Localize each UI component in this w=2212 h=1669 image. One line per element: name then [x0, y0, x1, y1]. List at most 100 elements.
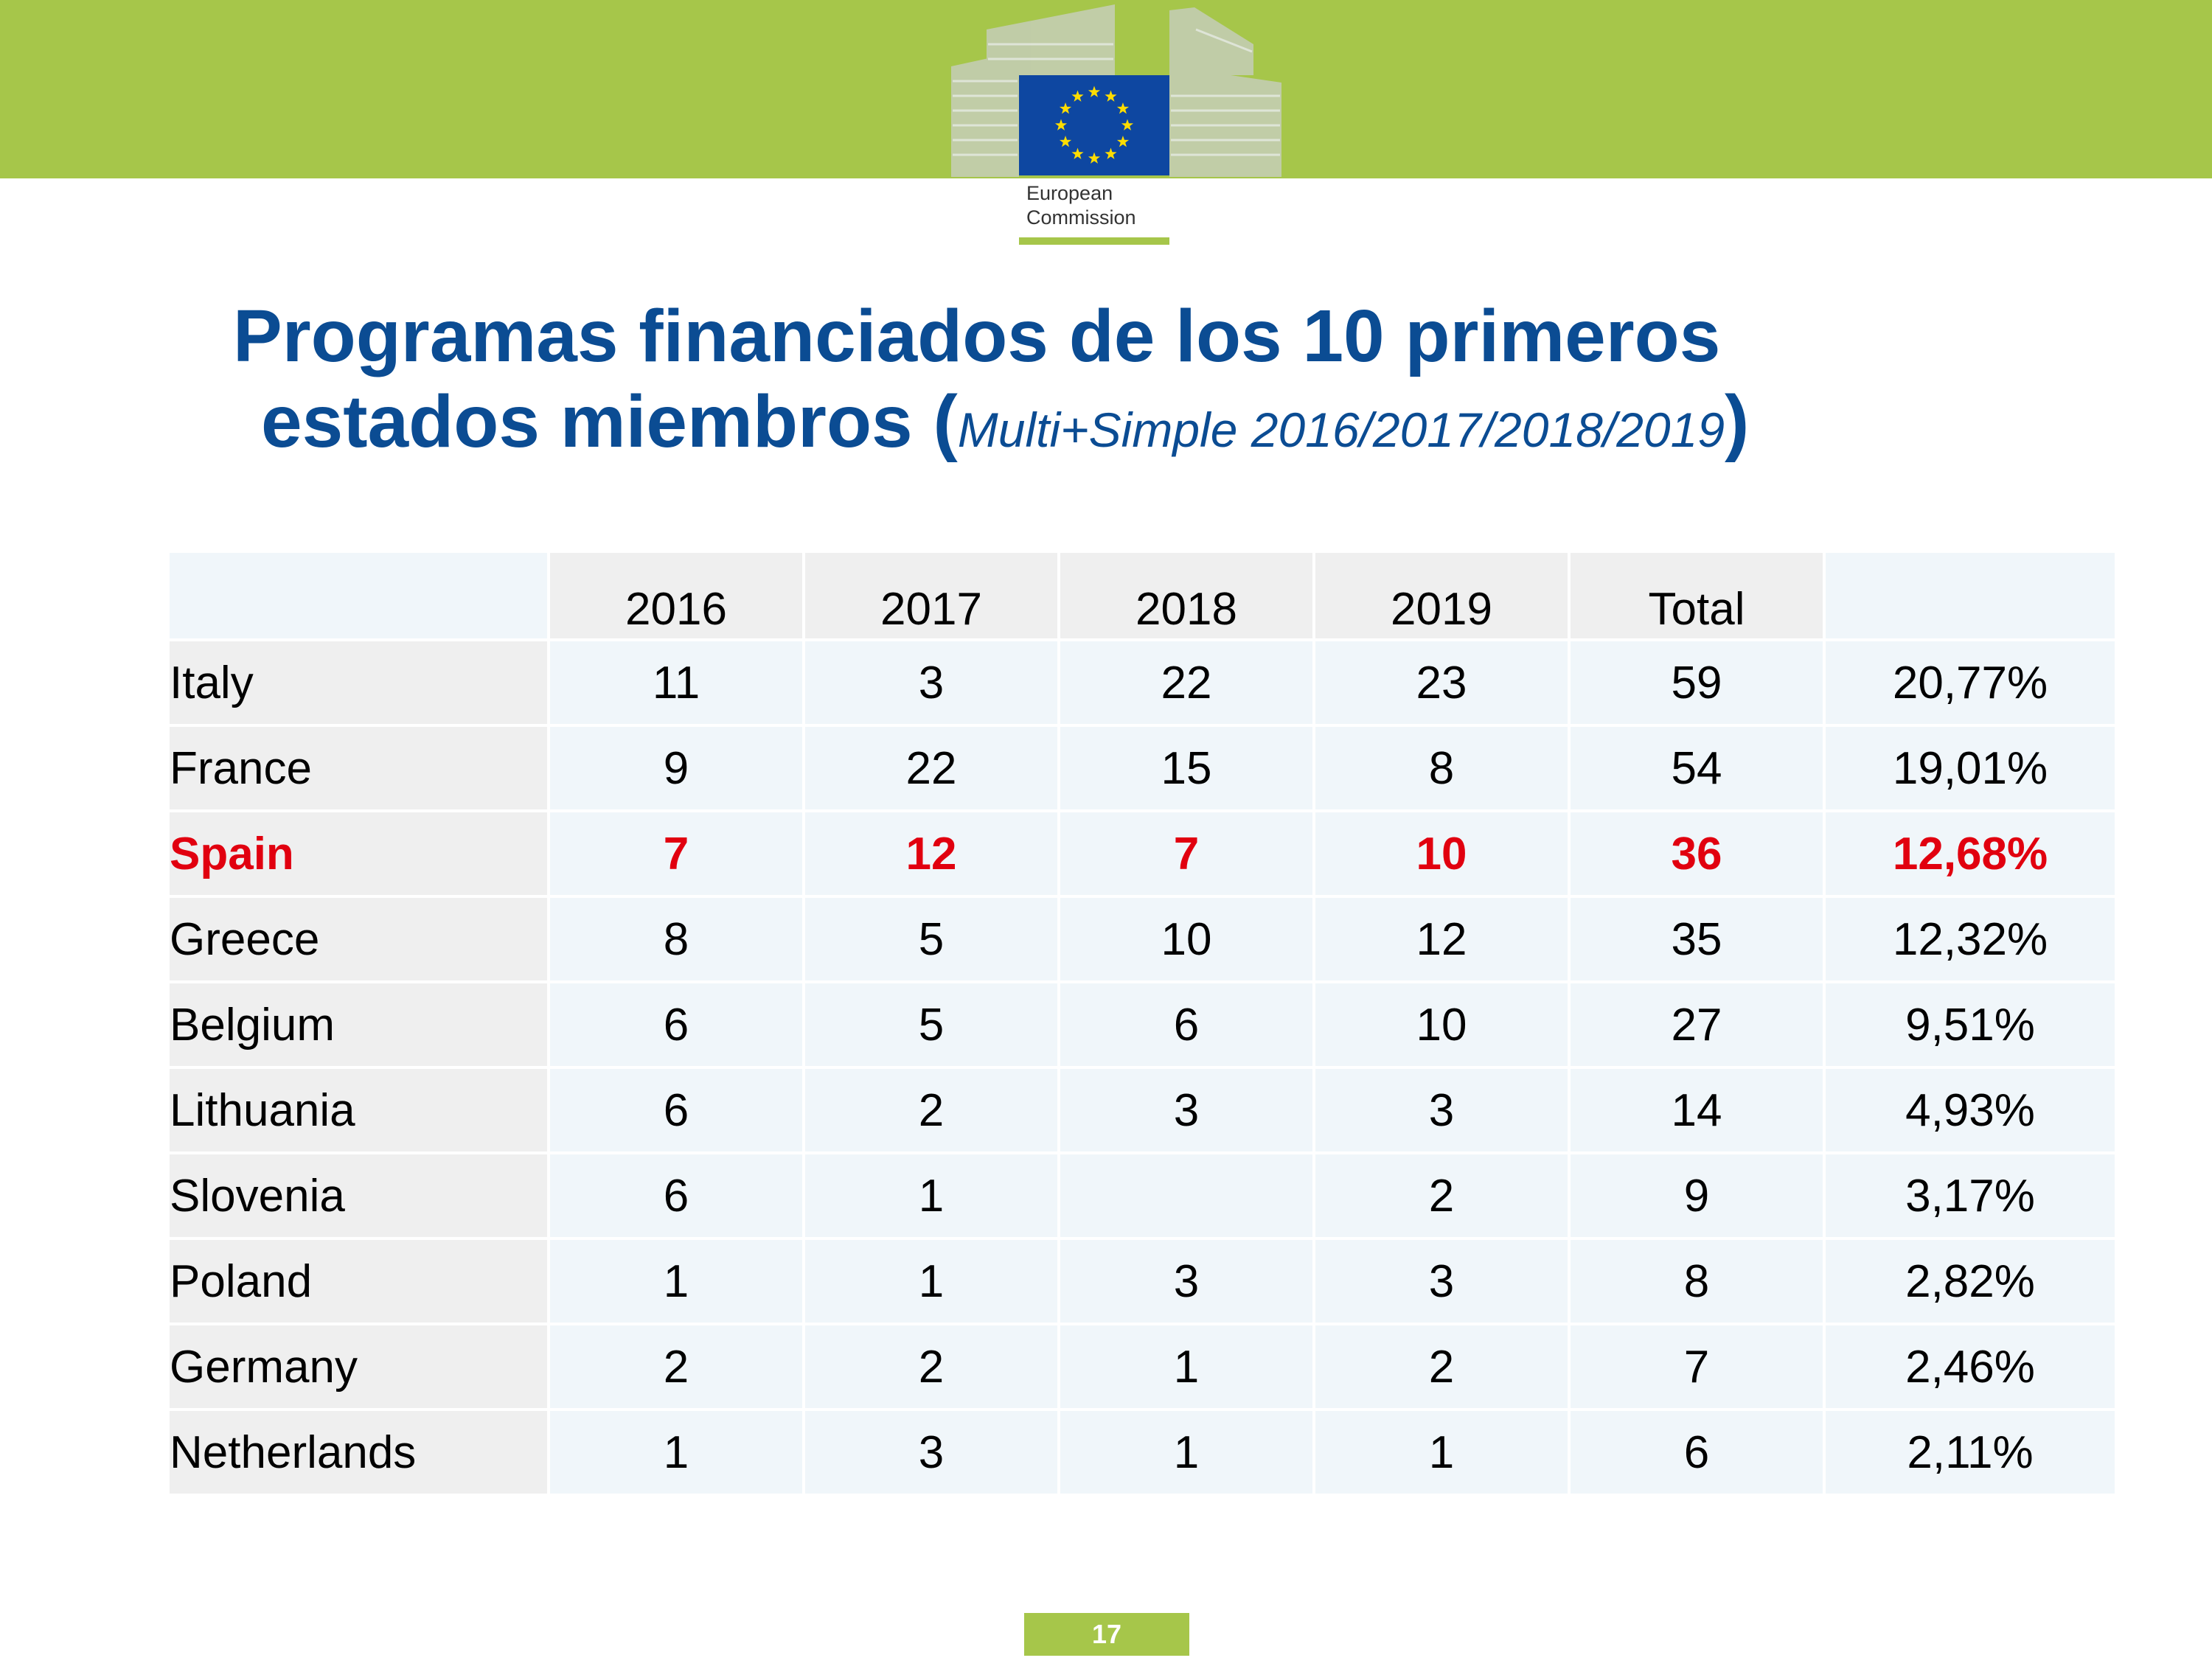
cell-2018: 15: [1060, 727, 1312, 809]
table-row: Italy 11 3 22 23 59 20,77%: [170, 641, 2115, 724]
header-cell-total: Total: [1571, 553, 1823, 638]
cell-total: 8: [1571, 1240, 1823, 1323]
cell-2017: 5: [805, 983, 1057, 1066]
title-line1: Programas financiados de los 10 primeros: [233, 295, 1721, 377]
cell-total: 27: [1571, 983, 1823, 1066]
table-row: Belgium 6 5 6 10 27 9,51%: [170, 983, 2115, 1066]
title-line2: estados miembros: [261, 380, 913, 463]
cell-2018: 3: [1060, 1240, 1312, 1323]
logo-line1: European: [1026, 182, 1113, 204]
cell-2018: 1: [1060, 1411, 1312, 1494]
cell-percent: 9,51%: [1826, 983, 2115, 1066]
cell-2017: 2: [805, 1325, 1057, 1408]
cell-2016: 8: [550, 898, 802, 980]
cell-2019: 3: [1315, 1240, 1568, 1323]
cell-country: Germany: [170, 1325, 547, 1408]
page-number: 17: [1024, 1613, 1189, 1656]
cell-2016: 1: [550, 1411, 802, 1494]
page-title: Programas financiados de los 10 primeros…: [233, 293, 2076, 473]
member-states-table: 2016 2017 2018 2019 Total Italy 11 3 22 23 59…: [167, 550, 2118, 1496]
title-paren-close: ): [1725, 380, 1750, 463]
eu-star-icon: [1071, 90, 1084, 102]
cell-2017: 12: [805, 812, 1057, 895]
cell-percent: 4,93%: [1826, 1069, 2115, 1151]
cell-2019: 23: [1315, 641, 1568, 724]
table-row: Netherlands 1 3 1 1 6 2,11%: [170, 1411, 2115, 1494]
eu-star-icon: [1116, 136, 1130, 147]
table-row: Greece 8 5 10 12 35 12,32%: [170, 898, 2115, 980]
cell-2018: [1060, 1154, 1312, 1237]
header-cell-2016: 2016: [550, 553, 802, 638]
eu-star-icon: [1088, 152, 1101, 164]
cell-2016: 11: [550, 641, 802, 724]
cell-2016: 6: [550, 983, 802, 1066]
cell-total: 9: [1571, 1154, 1823, 1237]
cell-total: 14: [1571, 1069, 1823, 1151]
header-cell-2018: 2018: [1060, 553, 1312, 638]
cell-total: 59: [1571, 641, 1823, 724]
eu-star-icon: [1059, 136, 1072, 147]
eu-flag: [1019, 75, 1169, 175]
cell-percent: 3,17%: [1826, 1154, 2115, 1237]
header-cell-2017: 2017: [805, 553, 1057, 638]
table-row: Lithuania 6 2 3 3 14 4,93%: [170, 1069, 2115, 1151]
title-paren-open: (: [933, 380, 958, 463]
cell-2019: 10: [1315, 812, 1568, 895]
cell-2018: 22: [1060, 641, 1312, 724]
cell-country: Netherlands: [170, 1411, 547, 1494]
cell-2017: 22: [805, 727, 1057, 809]
cell-2019: 12: [1315, 898, 1568, 980]
european-commission-logo: European Commission: [944, 0, 1298, 251]
cell-2016: 2: [550, 1325, 802, 1408]
cell-2016: 6: [550, 1154, 802, 1237]
eu-star-icon: [1088, 86, 1101, 97]
cell-percent: 2,11%: [1826, 1411, 2115, 1494]
cell-percent: 12,68%: [1826, 812, 2115, 895]
cell-2019: 3: [1315, 1069, 1568, 1151]
eu-star-icon: [1054, 119, 1068, 130]
table-row: Germany 2 2 1 2 7 2,46%: [170, 1325, 2115, 1408]
cell-total: 35: [1571, 898, 1823, 980]
eu-stars-icon: [1054, 86, 1134, 164]
cell-2016: 1: [550, 1240, 802, 1323]
cell-2019: 2: [1315, 1154, 1568, 1237]
eu-star-icon: [1116, 102, 1130, 114]
cell-percent: 2,82%: [1826, 1240, 2115, 1323]
cell-2018: 3: [1060, 1069, 1312, 1151]
cell-country: France: [170, 727, 547, 809]
cell-country: Belgium: [170, 983, 547, 1066]
cell-percent: 12,32%: [1826, 898, 2115, 980]
eu-star-icon: [1105, 147, 1117, 159]
cell-2019: 2: [1315, 1325, 1568, 1408]
cell-2017: 1: [805, 1154, 1057, 1237]
header-cell-empty: [170, 553, 547, 638]
cell-country: Greece: [170, 898, 547, 980]
cell-total: 36: [1571, 812, 1823, 895]
cell-2017: 3: [805, 1411, 1057, 1494]
table-header-row: 2016 2017 2018 2019 Total: [170, 553, 2115, 638]
berlaymont-building-icon: [951, 4, 1281, 177]
cell-total: 6: [1571, 1411, 1823, 1494]
cell-country: Slovenia: [170, 1154, 547, 1237]
cell-percent: 19,01%: [1826, 727, 2115, 809]
table-row: Spain 7 12 7 10 36 12,68%: [170, 812, 2115, 895]
logo-line2: Commission: [1026, 206, 1136, 229]
cell-country: Spain: [170, 812, 547, 895]
cell-total: 7: [1571, 1325, 1823, 1408]
cell-2017: 3: [805, 641, 1057, 724]
cell-2019: 8: [1315, 727, 1568, 809]
table-row: Poland 1 1 3 3 8 2,82%: [170, 1240, 2115, 1323]
header-cell-percent: [1826, 553, 2115, 638]
eu-star-icon: [1105, 90, 1117, 102]
cell-percent: 2,46%: [1826, 1325, 2115, 1408]
cell-country: Italy: [170, 641, 547, 724]
cell-2018: 6: [1060, 983, 1312, 1066]
cell-2016: 7: [550, 812, 802, 895]
title-line2-wrap: estados miembros (Multi+Simple 2016/2017…: [233, 379, 2076, 473]
cell-total: 54: [1571, 727, 1823, 809]
header-cell-2019: 2019: [1315, 553, 1568, 638]
eu-star-icon: [1059, 102, 1072, 114]
cell-2018: 10: [1060, 898, 1312, 980]
eu-star-icon: [1071, 147, 1084, 159]
cell-percent: 20,77%: [1826, 641, 2115, 724]
